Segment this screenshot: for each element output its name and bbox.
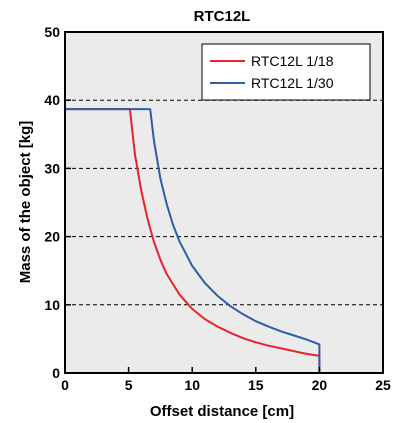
x-tick-labels: 0 5 10 15 20 25 <box>61 377 391 393</box>
legend-box <box>201 43 371 101</box>
gridlines <box>65 99 383 306</box>
y-tick-label: 50 <box>44 24 60 40</box>
y-axis-label: Mass of the object [kg] <box>17 121 34 284</box>
y-tick-label: 10 <box>44 297 60 313</box>
x-tick-label: 20 <box>312 377 328 393</box>
series-lines <box>65 108 321 373</box>
x-tick-label: 0 <box>61 377 69 393</box>
y-tick-label: 0 <box>52 365 60 381</box>
tick-marks <box>64 31 384 374</box>
y-tick-label: 30 <box>44 160 60 176</box>
x-tick-label: 25 <box>375 377 391 393</box>
legend: RTC12L 1/18 RTC12L 1/30 <box>201 43 371 101</box>
y-tick-label: 20 <box>44 229 60 245</box>
series-line-ratio-1-30 <box>65 108 321 373</box>
x-axis-label: Offset distance [cm] <box>150 403 294 420</box>
legend-label-1-18: RTC12L 1/18 <box>251 53 334 69</box>
series-line-ratio-1-18 <box>65 108 321 373</box>
chart-title: RTC12L <box>194 8 251 25</box>
x-tick-label: 5 <box>125 377 133 393</box>
x-tick-label: 10 <box>184 377 200 393</box>
y-tick-labels: 0 10 20 30 40 50 <box>44 24 60 381</box>
legend-label-1-30: RTC12L 1/30 <box>251 75 334 91</box>
x-tick-label: 15 <box>248 377 264 393</box>
y-tick-label: 40 <box>44 92 60 108</box>
plot-frame <box>64 31 384 374</box>
